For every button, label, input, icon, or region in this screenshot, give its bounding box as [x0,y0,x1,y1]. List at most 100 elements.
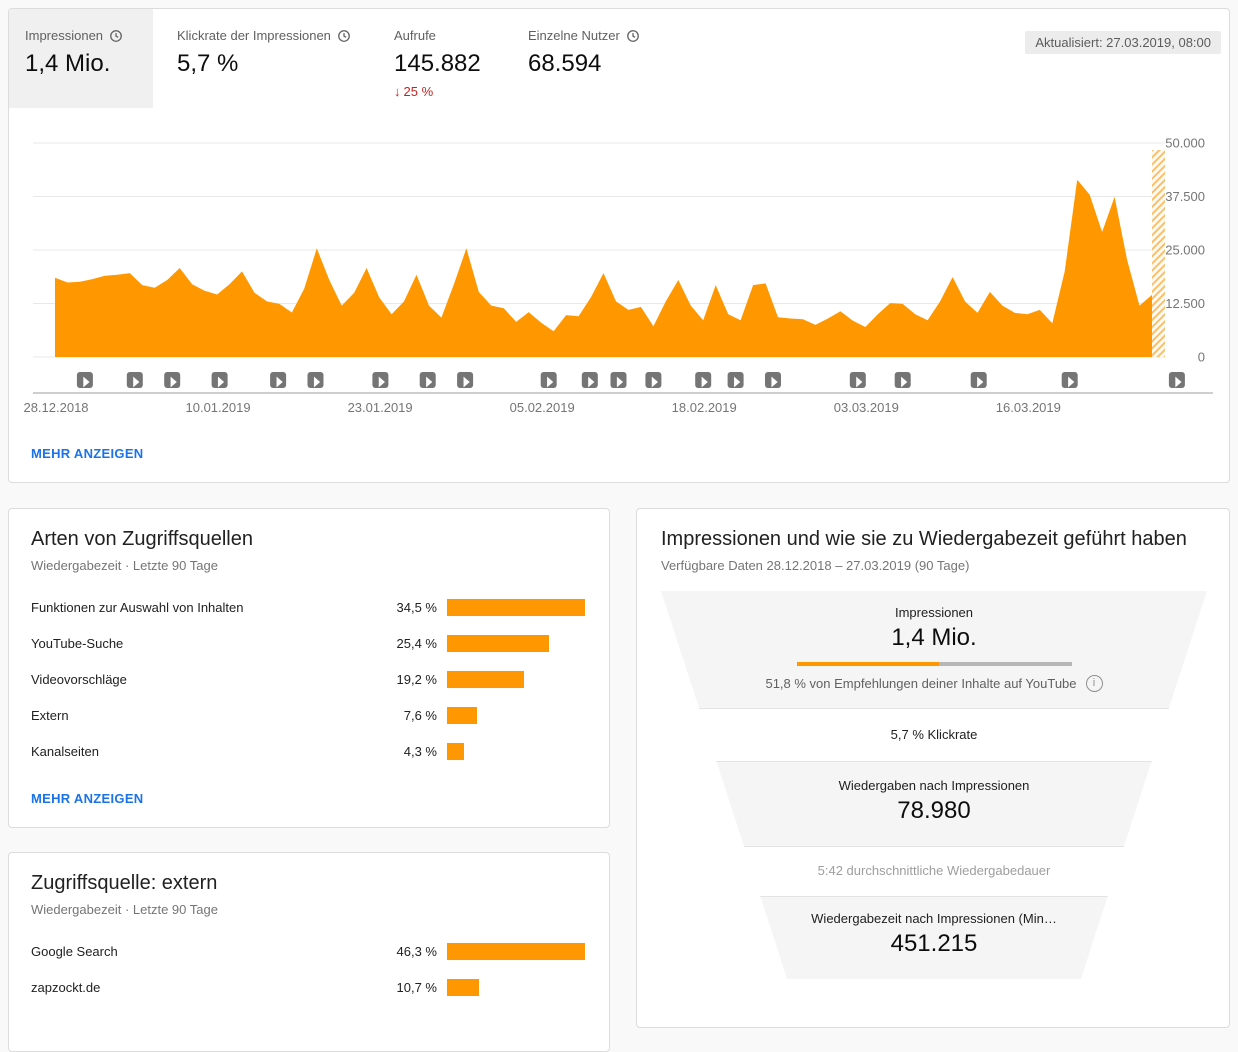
card-subtitle: Wiedergabezeit · Letzte 90 Tage [31,558,218,573]
video-marker-play-icon[interactable] [849,372,866,388]
delta-value: 25 % [403,84,434,99]
bar [447,978,479,996]
show-more-link[interactable]: MEHR ANZEIGEN [31,791,144,806]
stage-note: 5,7 % Klickrate [890,727,978,742]
bar-row: Videovorschläge 19,2 % [9,661,609,697]
tab-label: Impressionen [25,28,104,43]
clock-icon [626,29,639,42]
video-marker-play-icon[interactable] [76,372,93,388]
bar-row-value: 34,5 % [396,599,437,615]
video-marker-play-icon[interactable] [1061,372,1078,388]
bar-row-label: Extern [31,707,69,723]
video-marker-play-icon[interactable] [126,372,143,388]
tab-einzelne-nutzer[interactable]: Einzelne Nutzer 68.594 [528,9,640,108]
video-marker-play-icon[interactable] [645,372,662,388]
bar-row-label: Kanalseiten [31,743,99,759]
tab-label: Einzelne Nutzer [528,28,620,43]
y-axis-label: 37.500 [1165,189,1205,204]
video-marker-play-icon[interactable] [727,372,744,388]
x-axis-label: 10.01.2019 [185,400,251,415]
tab-klickrate[interactable]: Klickrate der Impressionen 5,7 % [177,9,351,108]
video-marker-play-icon[interactable] [610,372,627,388]
funnel-stage-watchtime: Wiedergabezeit nach Impressionen (Min… 4… [661,896,1207,979]
video-marker-play-icon[interactable] [540,372,557,388]
funnel-stage-impressions: Impressionen 1,4 Mio. 51,8 % von Empfehl… [661,591,1207,708]
card-subtitle: Wiedergabezeit · Letzte 90 Tage [31,902,218,917]
impressions-funnel-card: Impressionen und wie sie zu Wiedergabeze… [636,508,1230,1028]
funnel-stage-avg-duration: 5:42 durchschnittliche Wiedergabedauer [661,846,1207,896]
bar [447,942,585,960]
clock-icon [338,29,350,42]
info-icon[interactable]: i [1085,675,1103,692]
source-share-text: 51,8 % von Empfehlungen deiner Inhalte a… [765,676,1077,691]
clock-icon [110,29,122,42]
y-axis-label: 12.500 [1165,296,1205,311]
bar-row: Kanalseiten 4,3 % [9,733,609,769]
traffic-source-types-card: Arten von Zugriffsquellen Wiedergabezeit… [8,508,610,828]
video-marker-play-icon[interactable] [581,372,598,388]
x-axis-label: 16.03.2019 [995,400,1061,415]
video-marker-play-icon[interactable] [970,372,987,388]
bar-row-value: 10,7 % [396,979,437,995]
funnel-progress-fill [796,662,939,666]
stage-label: Wiedergaben nach Impressionen [838,778,1030,793]
bar-row: YouTube-Suche 25,4 % [9,625,609,661]
external-traffic-card: Zugriffsquelle: extern Wiedergabezeit · … [8,852,610,1052]
bar-row-value: 19,2 % [396,671,437,687]
tab-impressionen[interactable]: Impressionen 1,4 Mio. [9,9,153,108]
stage-note: 5:42 durchschnittliche Wiedergabedauer [817,863,1051,878]
tab-value: 68.594 [528,50,602,77]
card-title: Arten von Zugriffsquellen [31,528,253,550]
x-axis-label: 03.03.2019 [833,400,899,415]
x-axis-label: 18.02.2019 [671,400,737,415]
bar [447,670,524,688]
stage-label: Impressionen [894,605,974,620]
funnel-stage-ctr: 5,7 % Klickrate [661,708,1207,761]
down-arrow-icon: ↓ [394,84,401,99]
bar [447,742,464,760]
video-marker-play-icon[interactable] [1168,372,1185,388]
video-marker-play-icon[interactable] [211,372,228,388]
card-subtitle: Verfügbare Daten 28.12.2018 – 27.03.2019… [661,558,970,573]
funnel: Impressionen 1,4 Mio. 51,8 % von Empfehl… [661,591,1207,979]
stage-value: 451.215 [890,930,978,957]
video-marker-play-icon[interactable] [695,372,712,388]
video-marker-play-icon[interactable] [307,372,324,388]
card-title: Zugriffsquelle: extern [31,872,218,894]
video-marker-play-icon[interactable] [765,372,781,388]
tab-aufrufe[interactable]: Aufrufe 145.882 ↓ 25 % [394,9,481,108]
video-marker-play-icon[interactable] [419,372,436,388]
tab-label: Klickrate der Impressionen [177,28,331,43]
bar [447,706,477,724]
bar [447,598,585,616]
show-more-link[interactable]: MEHR ANZEIGEN [31,446,144,461]
overview-card: Impressionen 1,4 Mio. Klickrate der Impr… [8,8,1230,483]
bar-row: zapzockt.de 10,7 % [9,969,609,1005]
video-marker-play-icon[interactable] [372,372,389,388]
video-marker-play-icon[interactable] [164,372,181,388]
bar-row: Funktionen zur Auswahl von Inhalten 34,5 … [9,589,609,625]
funnel-stage-views: Wiedergaben nach Impressionen 78.980 [661,761,1207,846]
tab-label: Aufrufe [394,28,436,43]
bar-row-label: Google Search [31,943,118,959]
bar-row: Google Search 46,3 % [9,933,609,969]
stage-label: Wiedergabezeit nach Impressionen (Min… [811,911,1057,926]
video-marker-play-icon[interactable] [457,372,474,388]
bar-row-label: Funktionen zur Auswahl von Inhalten [31,599,244,615]
bar-list: Google Search 46,3 % zapzockt.de 10,7 % [9,933,609,1005]
bar-list: Funktionen zur Auswahl von Inhalten 34,5 … [9,589,609,769]
bar-row-value: 46,3 % [396,943,437,959]
bar-row-value: 4,3 % [403,743,437,759]
negative-delta: ↓ 25 % [394,84,481,99]
card-title: Impressionen und wie sie zu Wiedergabeze… [661,528,1187,550]
bar-row-value: 7,6 % [403,707,437,723]
bar-row-label: Videovorschläge [31,671,127,687]
video-marker-play-icon[interactable] [270,372,287,388]
x-axis-label: 05.02.2019 [509,400,575,415]
y-axis-label: 25.000 [1165,243,1205,258]
video-marker-play-icon[interactable] [894,372,911,388]
bar-row-label: YouTube-Suche [31,635,124,651]
x-axis-label: 28.12.2018 [23,400,89,415]
tab-value: 145.882 [394,50,481,77]
bar [447,634,549,652]
